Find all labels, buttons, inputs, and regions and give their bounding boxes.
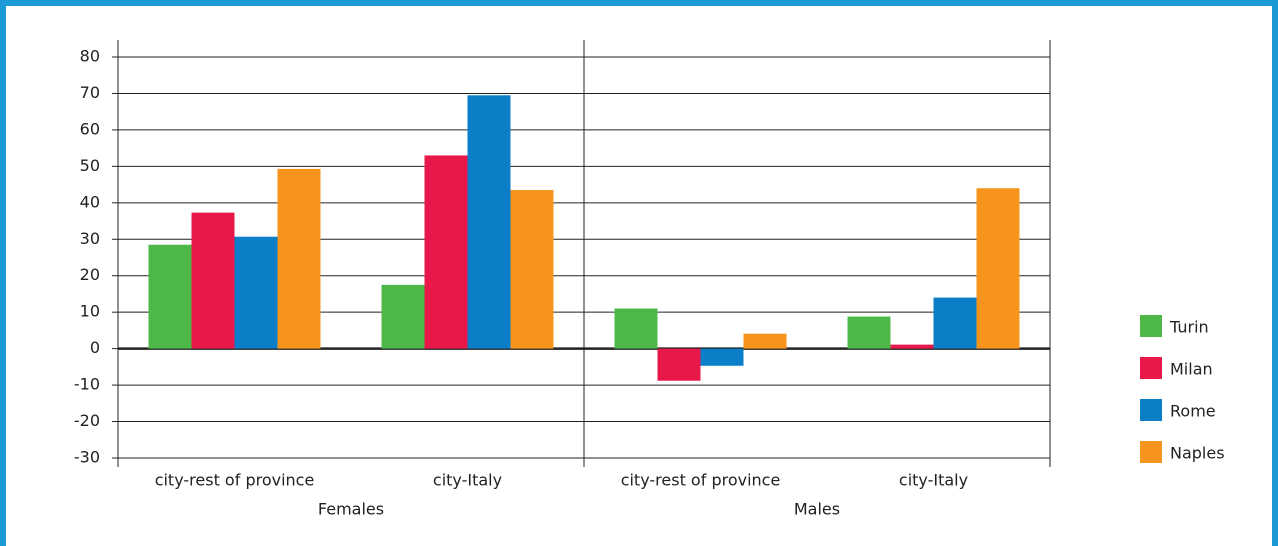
legend-swatch [1140, 399, 1162, 421]
y-tick-label: 80 [80, 47, 100, 66]
bar [191, 212, 235, 349]
legend-swatch [1140, 441, 1162, 463]
bar [467, 95, 511, 349]
bar [890, 344, 934, 349]
y-tick-label: -20 [74, 411, 100, 430]
legend-label: Milan [1170, 360, 1213, 379]
legend-label: Naples [1170, 444, 1225, 463]
legend-swatch [1140, 315, 1162, 337]
y-tick-label: 50 [80, 156, 100, 175]
bar [847, 316, 891, 349]
y-tick-label: 20 [80, 265, 100, 284]
bar [277, 168, 321, 349]
bar [700, 348, 744, 366]
y-tick-label: -10 [74, 375, 100, 394]
group-label: Males [794, 500, 840, 519]
x-tick-label: city-Italy [433, 471, 502, 490]
x-tick-label: city-rest of province [155, 471, 315, 490]
y-tick-label: 60 [80, 119, 100, 138]
bar [381, 284, 425, 349]
bar [614, 308, 658, 349]
y-tick-label: -30 [74, 448, 100, 467]
bar [657, 348, 701, 381]
group-label: Females [318, 500, 384, 519]
x-tick-label: city-rest of province [621, 471, 781, 490]
y-tick-label: 30 [80, 229, 100, 248]
y-tick-label: 0 [90, 338, 100, 357]
legend-label: Turin [1169, 318, 1209, 337]
bar [976, 188, 1020, 349]
y-tick-label: 70 [80, 83, 100, 102]
bar [933, 297, 977, 349]
bar [743, 333, 787, 349]
bar [510, 190, 554, 349]
y-tick-label: 40 [80, 192, 100, 211]
legend-swatch [1140, 357, 1162, 379]
legend-label: Rome [1170, 402, 1216, 421]
bar [234, 236, 278, 349]
bar [424, 155, 468, 349]
x-tick-label: city-Italy [899, 471, 968, 490]
y-tick-label: 10 [80, 302, 100, 321]
bar [148, 244, 192, 349]
